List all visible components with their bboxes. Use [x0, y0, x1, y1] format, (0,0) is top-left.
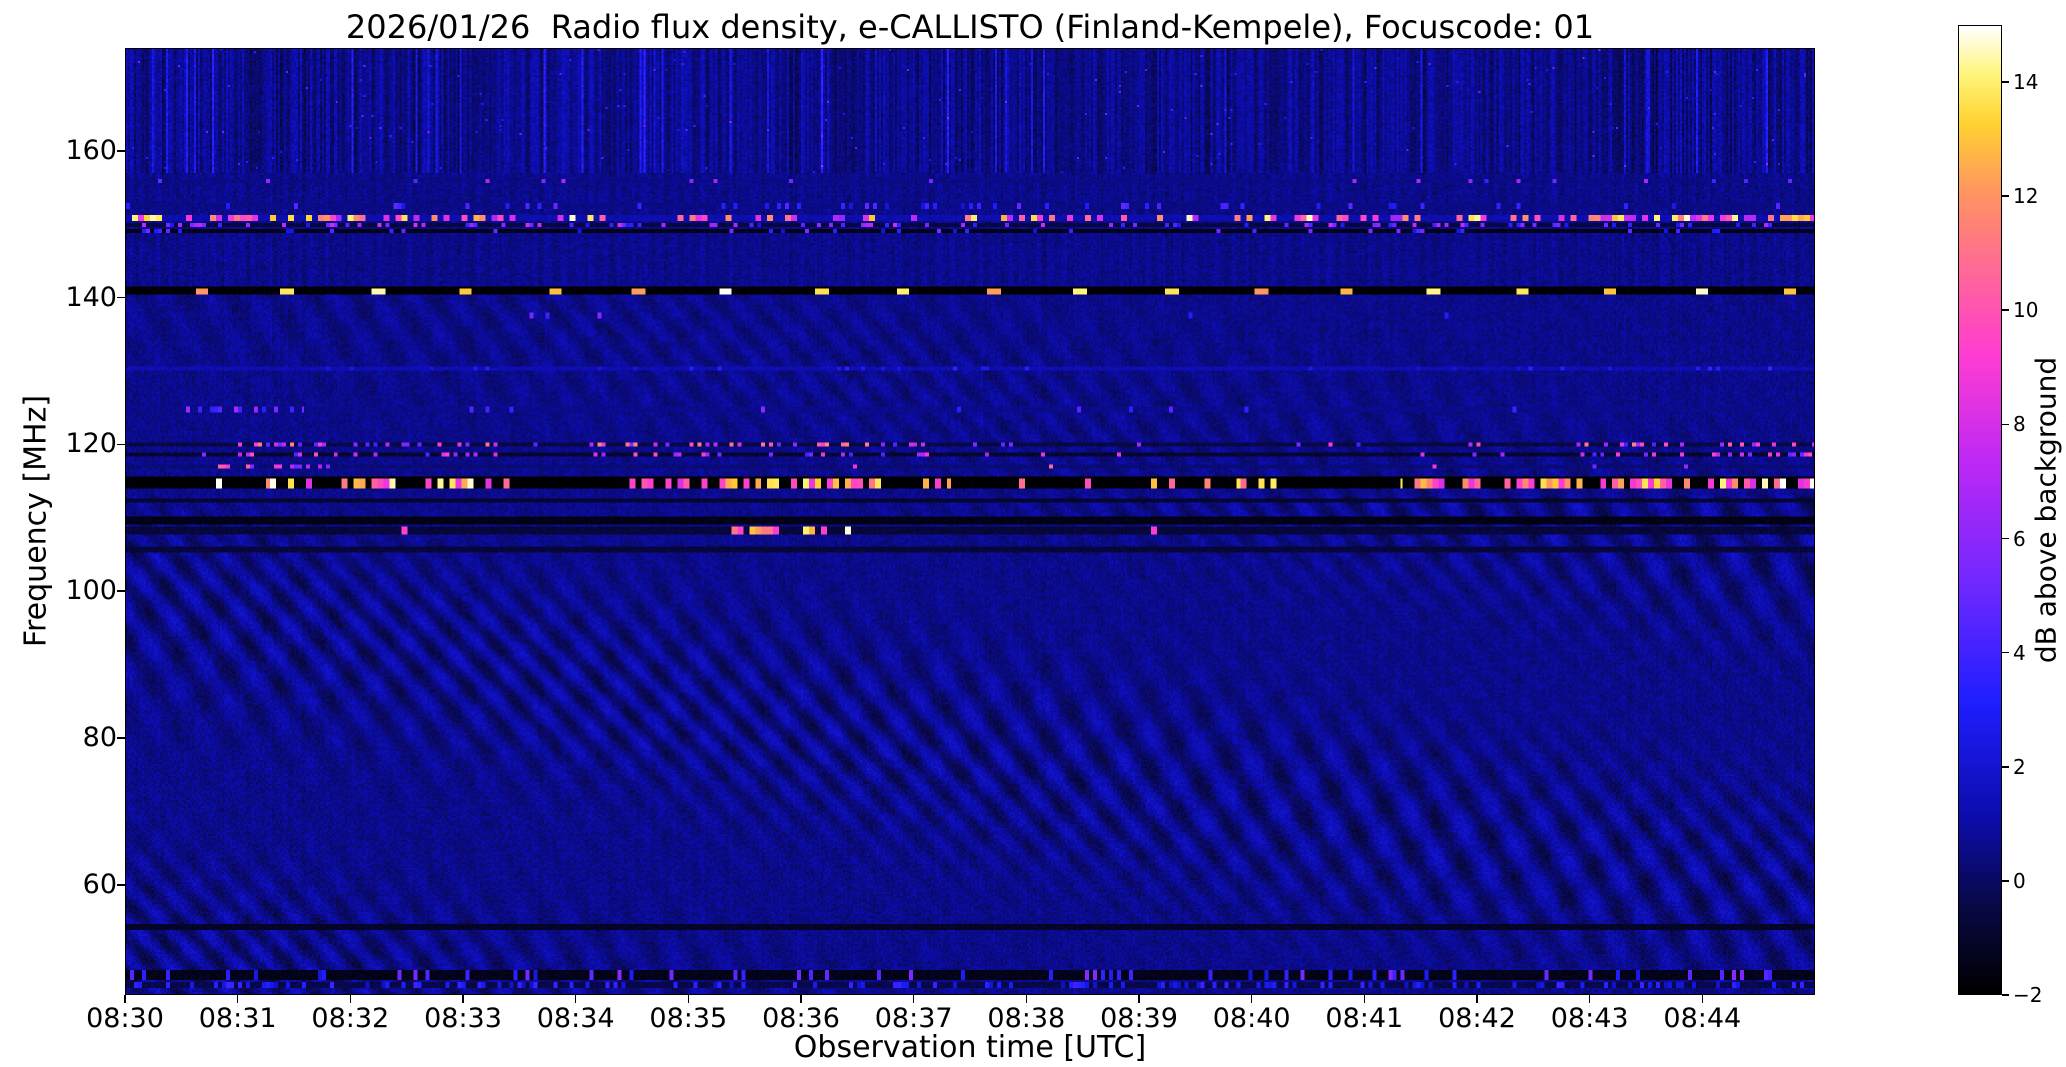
figure-title: 2026/01/26 Radio flux density, e-CALLIST…	[345, 8, 1595, 46]
x-tick-mark	[462, 995, 464, 1003]
y-tick-mark	[117, 149, 125, 152]
colorbar-tick-label: −2	[2013, 983, 2043, 1007]
colorbar-tick-mark	[2002, 880, 2009, 882]
colorbar-tick-mark	[2002, 765, 2009, 768]
colorbar-tick-mark	[2002, 81, 2009, 83]
x-tick-mark	[912, 995, 915, 1003]
colorbar-gradient	[1959, 26, 2001, 994]
colorbar-tick-label: 14	[2013, 70, 2039, 95]
colorbar-tick-label: 2	[2013, 754, 2026, 779]
x-tick-mark	[349, 995, 352, 1003]
y-tick-mark	[117, 884, 125, 886]
y-tick-label: 160	[65, 134, 117, 166]
x-tick-label: 08:30	[86, 1003, 164, 1034]
spectrogram-canvas	[126, 49, 1814, 994]
x-tick-mark	[1588, 995, 1591, 1003]
x-tick-label: 08:42	[1438, 1003, 1516, 1034]
y-tick-mark	[117, 737, 125, 739]
x-tick-label: 08:34	[536, 1003, 615, 1034]
x-tick-label: 08:44	[1663, 1003, 1742, 1034]
y-tick-mark	[117, 296, 125, 299]
colorbar	[1958, 25, 2002, 995]
x-tick-label: 08:41	[1325, 1003, 1404, 1034]
x-tick-mark	[800, 995, 802, 1003]
colorbar-tick-mark	[2002, 994, 2009, 996]
x-tick-mark	[574, 995, 577, 1003]
x-tick-label: 08:43	[1550, 1003, 1629, 1034]
x-tick-label: 08:39	[1100, 1003, 1178, 1034]
colorbar-tick-mark	[2002, 423, 2009, 426]
colorbar-tick-label: 0	[2013, 868, 2026, 893]
x-tick-label: 08:35	[649, 1003, 728, 1034]
colorbar-tick-label: 8	[2013, 412, 2026, 437]
x-tick-label: 08:38	[987, 1003, 1066, 1034]
colorbar-tick-mark	[2002, 651, 2009, 654]
colorbar-tick-mark	[2002, 537, 2009, 540]
x-tick-label: 08:40	[1212, 1003, 1291, 1034]
x-tick-mark	[1025, 995, 1028, 1003]
x-tick-mark	[1363, 995, 1366, 1003]
y-tick-mark	[117, 590, 125, 593]
y-tick-label: 100	[65, 575, 117, 607]
x-tick-label: 08:36	[762, 1003, 840, 1034]
y-tick-label: 60	[82, 868, 117, 900]
x-tick-label: 08:37	[874, 1003, 953, 1034]
y-tick-label: 80	[82, 722, 117, 754]
x-tick-mark	[124, 995, 126, 1003]
x-tick-mark	[1701, 995, 1704, 1003]
colorbar-tick-mark	[2002, 309, 2009, 312]
y-tick-mark	[117, 443, 125, 446]
colorbar-tick-label: 6	[2013, 526, 2026, 551]
colorbar-tick-label: 10	[2013, 298, 2039, 323]
colorbar-tick-mark	[2002, 195, 2009, 197]
y-tick-label: 120	[65, 428, 117, 460]
x-tick-mark	[687, 995, 690, 1003]
colorbar-label: dB above background	[2029, 356, 2063, 664]
colorbar-tick-label: 12	[2013, 184, 2039, 209]
x-axis-label: Observation time [UTC]	[793, 1030, 1147, 1065]
x-tick-mark	[1138, 995, 1140, 1003]
x-tick-mark	[1476, 995, 1478, 1003]
x-tick-label: 08:32	[311, 1003, 390, 1034]
x-tick-label: 08:31	[198, 1003, 277, 1034]
x-tick-mark	[236, 995, 239, 1003]
plot-area	[125, 48, 1815, 995]
colorbar-tick-label: 4	[2013, 640, 2026, 665]
x-tick-label: 08:33	[424, 1003, 502, 1034]
y-tick-label: 140	[65, 281, 117, 313]
x-tick-mark	[1250, 995, 1253, 1003]
